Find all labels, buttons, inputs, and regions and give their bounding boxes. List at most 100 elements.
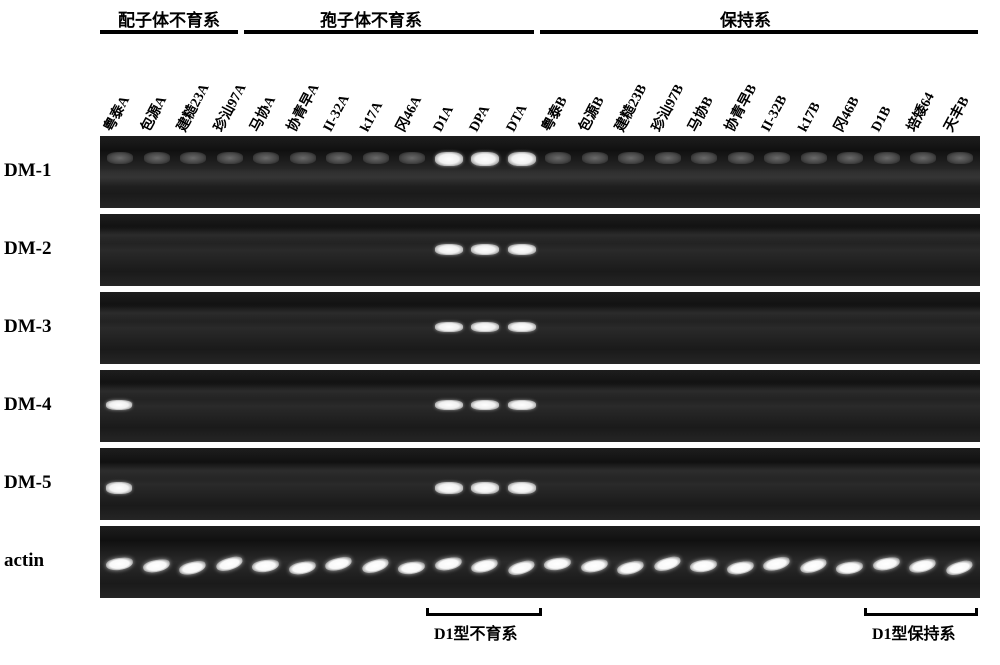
actin-band bbox=[543, 557, 571, 572]
bottom-label-d1-sterile: D1型不育系 bbox=[434, 620, 518, 644]
sample-label: 珍汕97A bbox=[208, 80, 250, 135]
sample-label: 协青早A bbox=[281, 80, 323, 135]
gel-row-DM-1 bbox=[100, 136, 980, 208]
sample-label: 包源B bbox=[573, 93, 608, 135]
group-label-1: 配子体不育系 bbox=[118, 6, 220, 31]
actin-band bbox=[652, 555, 681, 574]
actin-band bbox=[434, 556, 463, 572]
row-label-actin: actin bbox=[4, 550, 44, 572]
faint-band bbox=[728, 152, 754, 164]
actin-band bbox=[288, 560, 317, 576]
group-label-3: 保持系 bbox=[720, 6, 771, 31]
faint-band bbox=[582, 152, 608, 164]
bottom-bracket-d1-sterile bbox=[426, 608, 542, 616]
faint-band bbox=[217, 152, 243, 164]
sample-label: 冈46A bbox=[390, 92, 426, 135]
faint-band bbox=[655, 152, 681, 164]
actin-band bbox=[689, 559, 717, 574]
gel-row-DM-2 bbox=[100, 214, 980, 286]
actin-band bbox=[324, 555, 353, 572]
strong-band bbox=[435, 482, 463, 494]
strong-band bbox=[508, 322, 536, 332]
faint-band bbox=[545, 152, 571, 164]
sample-label: 马协B bbox=[682, 93, 717, 135]
strong-band bbox=[471, 322, 499, 332]
gel-image-area bbox=[100, 136, 980, 598]
sample-label: k17A bbox=[357, 99, 386, 135]
row-label-dm3: DM-3 bbox=[4, 316, 51, 338]
sample-label: 粤泰B bbox=[536, 93, 571, 135]
gel-row-DM-4 bbox=[100, 370, 980, 442]
group-bar-1 bbox=[100, 30, 238, 34]
actin-band bbox=[142, 558, 171, 574]
faint-band bbox=[764, 152, 790, 164]
actin-band bbox=[397, 561, 425, 576]
bottom-bracket-d1-maintainer bbox=[864, 608, 978, 616]
faint-band bbox=[837, 152, 863, 164]
faint-band bbox=[144, 152, 170, 164]
gel-row-actin bbox=[100, 526, 980, 598]
strong-band bbox=[508, 244, 536, 255]
actin-band bbox=[360, 557, 389, 576]
actin-band bbox=[835, 561, 863, 576]
sample-label: k17B bbox=[795, 100, 824, 135]
actin-band bbox=[872, 556, 901, 572]
sample-label: 协青早B bbox=[719, 80, 761, 135]
row-label-dm5: DM-5 bbox=[4, 472, 51, 494]
sample-label: 马协A bbox=[244, 92, 280, 135]
sample-label: 珍汕97B bbox=[646, 80, 688, 135]
group-bar-3 bbox=[540, 30, 978, 34]
strong-band bbox=[435, 322, 463, 332]
gel-row-DM-5 bbox=[100, 448, 980, 520]
sample-label: DTA bbox=[503, 102, 531, 135]
faint-band bbox=[801, 152, 827, 164]
strong-band bbox=[471, 152, 499, 166]
faint-band bbox=[253, 152, 279, 164]
sample-label: 粤泰A bbox=[98, 92, 134, 135]
faint-band bbox=[874, 152, 900, 164]
sample-label: D1A bbox=[430, 103, 457, 135]
strong-band bbox=[106, 400, 132, 410]
actin-band bbox=[944, 559, 973, 578]
actin-band bbox=[580, 558, 609, 574]
actin-band bbox=[506, 559, 535, 578]
strong-band bbox=[508, 152, 536, 166]
sample-label: DPA bbox=[467, 103, 494, 135]
sample-label: 冈46B bbox=[828, 93, 863, 135]
faint-band bbox=[618, 152, 644, 164]
faint-band bbox=[910, 152, 936, 164]
faint-band bbox=[691, 152, 717, 164]
sample-label: 天丰B bbox=[938, 93, 973, 135]
faint-band bbox=[290, 152, 316, 164]
strong-band bbox=[435, 244, 463, 255]
actin-band bbox=[798, 557, 827, 576]
actin-band bbox=[908, 557, 937, 574]
row-label-dm1: DM-1 bbox=[4, 160, 51, 182]
faint-band bbox=[363, 152, 389, 164]
actin-band bbox=[726, 560, 755, 576]
faint-band bbox=[399, 152, 425, 164]
group-bar-2 bbox=[244, 30, 534, 34]
sample-label: 建糙23B bbox=[609, 80, 651, 135]
strong-band bbox=[508, 482, 536, 494]
actin-band bbox=[616, 559, 645, 576]
group-label-2: 孢子体不育系 bbox=[320, 6, 422, 31]
sample-label: D1B bbox=[868, 104, 895, 135]
actin-band bbox=[762, 555, 791, 572]
sample-label: II-32B bbox=[759, 93, 791, 135]
bottom-label-d1-maintainer: D1型保持系 bbox=[872, 620, 956, 644]
strong-band bbox=[471, 400, 499, 410]
faint-band bbox=[107, 152, 133, 164]
strong-band bbox=[106, 482, 132, 494]
strong-band bbox=[471, 482, 499, 494]
strong-band bbox=[435, 400, 463, 410]
gel-row-DM-3 bbox=[100, 292, 980, 364]
sample-label: II-32A bbox=[321, 92, 354, 135]
actin-band bbox=[178, 559, 207, 576]
actin-band bbox=[251, 559, 279, 574]
sample-label: 包源A bbox=[135, 92, 171, 135]
strong-band bbox=[471, 244, 499, 255]
strong-band bbox=[508, 400, 536, 410]
actin-band bbox=[105, 557, 133, 572]
sample-label: 培矮64 bbox=[901, 89, 938, 135]
